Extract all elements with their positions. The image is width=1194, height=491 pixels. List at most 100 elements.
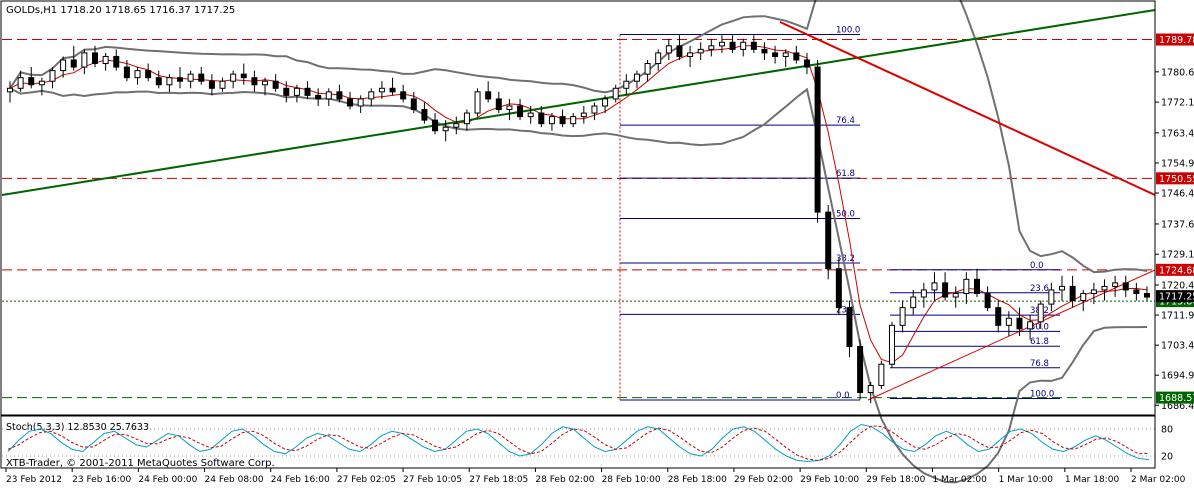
x-tick-label: 29 Feb 02:00 — [734, 475, 793, 485]
x-tick-label: 24 Feb 16:00 — [271, 475, 330, 485]
candle-body — [1080, 292, 1087, 302]
y-tick-label: 1729.10 — [1161, 250, 1194, 261]
candle-body — [230, 73, 237, 82]
candle-body — [602, 98, 609, 107]
x-tick-label: 27 Feb 10:05 — [403, 475, 462, 485]
candle-body — [580, 112, 587, 118]
y-tick-label: 1780.65 — [1161, 67, 1194, 78]
candle-body — [208, 80, 215, 89]
fib-level-label: 100.0 — [836, 26, 860, 36]
price-level-label: 1789.78 — [1159, 35, 1194, 46]
candle-body — [782, 52, 789, 57]
candle-body — [1101, 285, 1108, 291]
candle-body — [899, 307, 906, 326]
stoch-title: Stoch(5,3,3) 12.8530 25.7633 — [6, 422, 149, 433]
candle-body — [633, 73, 640, 82]
candle-body — [559, 116, 566, 125]
candle-body — [793, 52, 800, 61]
candle-body — [495, 98, 502, 111]
candle-body — [718, 41, 725, 47]
candle-body — [506, 105, 513, 111]
fib-level-label: 0.0 — [836, 391, 850, 401]
candle-body — [38, 80, 45, 86]
x-tick-label: 28 Feb 18:00 — [668, 475, 727, 485]
bollinger-upper-line — [9, 0, 1148, 274]
fib-level-label: 76.8 — [1030, 359, 1049, 369]
candle-body — [1122, 282, 1129, 291]
candle-body — [7, 87, 13, 93]
stoch-panel-frame — [0, 415, 1156, 469]
candle-body — [1090, 289, 1097, 294]
fib-level-label: 61.8 — [836, 169, 855, 179]
price-level-label: 1750.55 — [1159, 174, 1194, 185]
candle-body — [740, 41, 747, 50]
candle-body — [389, 87, 396, 93]
candle-body — [846, 307, 853, 348]
x-tick-label: 27 Feb 18:05 — [469, 475, 528, 485]
candle-body — [432, 119, 439, 132]
candle-body — [453, 123, 460, 128]
candle-body — [687, 52, 694, 57]
candle-body — [357, 98, 364, 107]
candle-body — [1058, 285, 1065, 291]
candle-body — [485, 91, 492, 100]
candle-body — [177, 77, 184, 82]
candle-body — [81, 52, 88, 68]
candle-body — [410, 98, 417, 111]
candle-body — [548, 116, 555, 125]
candle-body — [538, 112, 545, 125]
x-tick-label: 28 Feb 02:00 — [535, 475, 594, 485]
stoch-main-line — [7, 423, 1150, 462]
candle-body — [315, 94, 322, 100]
stoch-tick-label: 20 — [1161, 452, 1173, 463]
candle-body — [697, 48, 704, 54]
candle-body — [517, 105, 524, 118]
x-tick-label: 1 Mar 18:00 — [1065, 475, 1120, 485]
candle-body — [644, 63, 651, 75]
y-tick-label: 1772.10 — [1161, 98, 1194, 109]
candle-body — [750, 41, 757, 50]
stoch-signal-line — [7, 425, 1150, 462]
candle-body — [612, 87, 619, 100]
candle-body — [113, 55, 120, 68]
candle-body — [49, 70, 56, 82]
candle-body — [1069, 285, 1076, 302]
candle-body — [984, 292, 991, 309]
candle-body — [272, 80, 279, 89]
price-level-tag — [1156, 33, 1194, 46]
fib-level-label: 0.0 — [1030, 261, 1044, 271]
candle-body — [803, 59, 810, 68]
price-level-tag — [1156, 263, 1194, 276]
candle-body — [421, 109, 428, 121]
y-tick-label: 1746.40 — [1161, 189, 1194, 200]
candle-body — [591, 105, 598, 114]
fib-level-label: 23.6 — [1030, 284, 1049, 294]
chart-header-text: GOLDs,H1 1718.20 1718.65 1716.37 1717.25 — [6, 5, 235, 16]
candle-body — [655, 52, 662, 65]
price-level-tag — [1156, 391, 1194, 404]
copyright-text: XTB-Trader, © 2001-2011 MetaQuotes Softw… — [6, 458, 275, 469]
bollinger-lower-line — [9, 87, 1148, 484]
candle-body — [187, 73, 194, 82]
red-support-line — [867, 269, 1156, 401]
x-tick-label: 1 Mar 02:00 — [932, 475, 987, 485]
candle-body — [942, 282, 949, 298]
y-tick-label: 1754.90 — [1161, 158, 1194, 169]
candle-body — [251, 77, 258, 86]
candle-body — [570, 116, 577, 125]
candle-body — [1144, 292, 1150, 298]
red-trendline — [779, 21, 1156, 196]
candle-body — [623, 80, 630, 89]
candle-body — [931, 282, 938, 291]
current-price-tag — [1156, 290, 1194, 303]
candle-body — [102, 55, 109, 65]
candle-body — [92, 52, 99, 65]
candle-body — [166, 77, 173, 86]
fib-level-label: 100.0 — [1030, 390, 1054, 400]
candle-body — [1016, 317, 1023, 330]
x-tick-label: 2 Mar 02:00 — [1131, 475, 1186, 485]
candle-body — [198, 73, 205, 82]
candle-body — [155, 77, 162, 86]
x-tick-label: 29 Feb 10:00 — [800, 475, 859, 485]
